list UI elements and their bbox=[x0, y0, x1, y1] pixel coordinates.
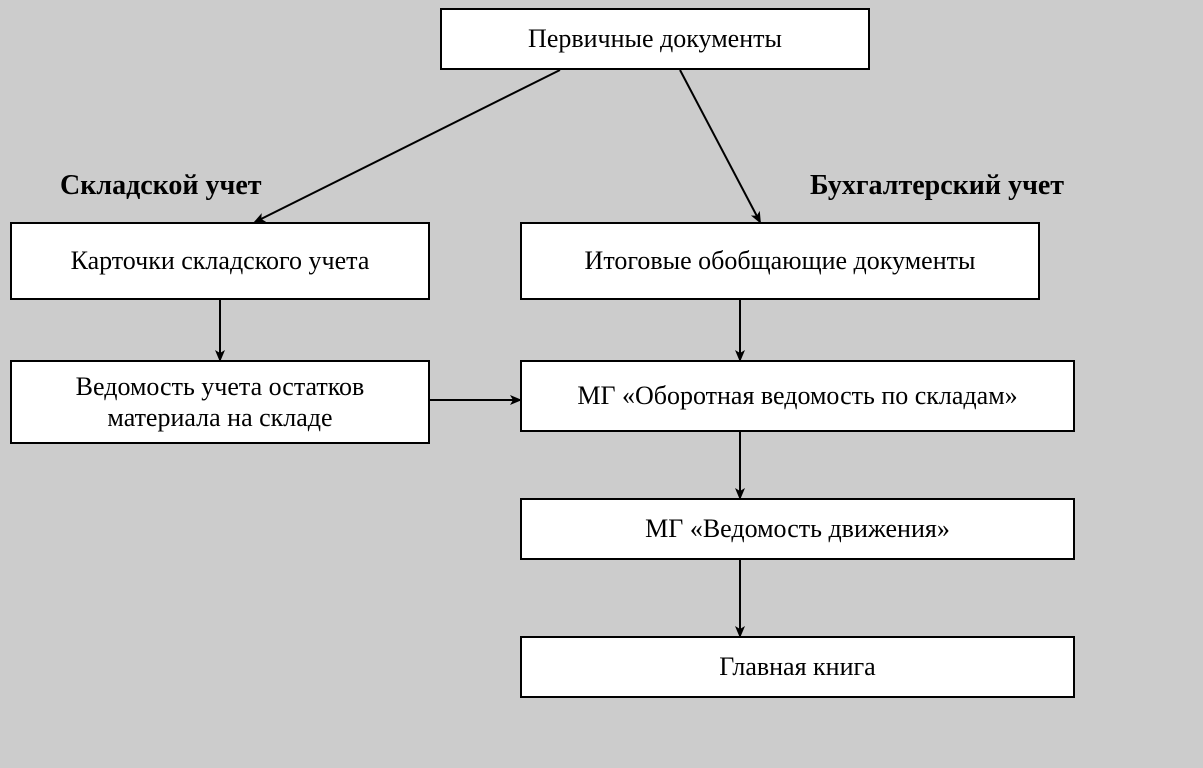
edge-top-to-cards bbox=[255, 70, 560, 222]
edge-top-to-summary bbox=[680, 70, 760, 222]
node-label: Итоговые обобщающие документы bbox=[585, 245, 976, 276]
node-mg-movement: МГ «Ведомость движения» bbox=[520, 498, 1075, 560]
node-general-ledger: Главная книга bbox=[520, 636, 1075, 698]
node-label: МГ «Оборотная ведомость по складам» bbox=[577, 380, 1017, 411]
section-label-warehouse: Складской учет bbox=[60, 170, 262, 202]
section-label-accounting: Бухгалтерский учет bbox=[810, 170, 1064, 202]
node-label: Карточки складского учета bbox=[71, 245, 370, 276]
node-label: Первичные документы bbox=[528, 23, 782, 54]
node-label: Ведомость учета остатков материала на ск… bbox=[20, 371, 420, 433]
node-label: МГ «Ведомость движения» bbox=[645, 513, 950, 544]
node-label: Главная книга bbox=[719, 651, 875, 682]
node-primary-docs: Первичные документы bbox=[440, 8, 870, 70]
flowchart-canvas: Складской учет Бухгалтерский учет Первич… bbox=[0, 0, 1203, 768]
node-stock-ledger: Ведомость учета остатков материала на ск… bbox=[10, 360, 430, 444]
node-mg-turnover: МГ «Оборотная ведомость по складам» bbox=[520, 360, 1075, 432]
node-summary-docs: Итоговые обобщающие документы bbox=[520, 222, 1040, 300]
node-warehouse-cards: Карточки складского учета bbox=[10, 222, 430, 300]
